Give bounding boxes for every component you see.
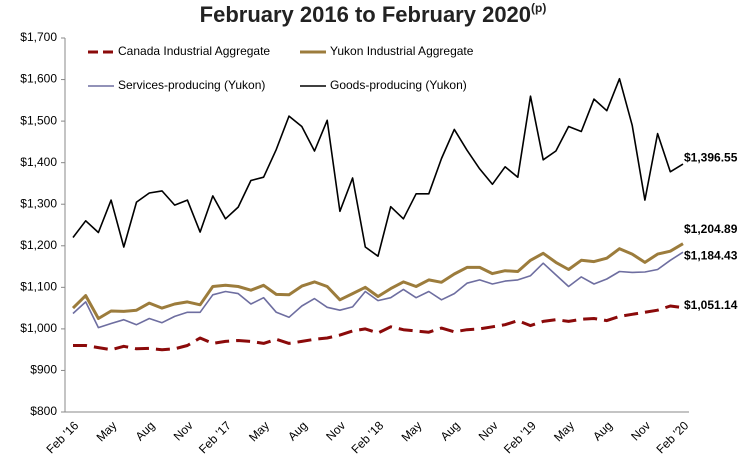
x-tick-label: Feb '17 (196, 418, 234, 456)
legend-label: Canada Industrial Aggregate (118, 44, 270, 58)
x-tick-label: May (246, 418, 272, 444)
x-tick-label: Nov (323, 418, 348, 443)
legend-label: Goods-producing (Yukon) (330, 78, 467, 92)
x-tick-label: Feb '19 (501, 418, 539, 456)
series-line (71, 242, 684, 320)
x-tick-label: May (399, 418, 425, 444)
legend-label: Yukon Industrial Aggregate (330, 44, 474, 58)
y-tick-label: $1,000 (20, 321, 57, 335)
y-tick-label: $1,300 (20, 196, 57, 210)
x-tick-label: Nov (628, 418, 653, 443)
y-tick-label: $800 (30, 404, 57, 418)
x-tick-label: May (94, 418, 120, 444)
title-superscript: (p) (531, 1, 546, 15)
end-label: $1,204.89 (684, 222, 738, 236)
chart-title: February 2016 to February 2020(p) (200, 1, 547, 27)
y-tick-label: $900 (30, 363, 57, 377)
x-tick-label: Aug (438, 418, 463, 443)
y-tick-label: $1,200 (20, 238, 57, 252)
x-tick-label: May (551, 418, 577, 444)
y-tick-label: $1,700 (20, 30, 57, 44)
x-tick-label: Aug (133, 418, 158, 443)
series-line (72, 77, 684, 257)
x-tick-label: Aug (285, 418, 310, 443)
y-tick-label: $1,400 (20, 155, 57, 169)
end-label: $1,184.43 (684, 248, 738, 262)
x-tick-label: Feb '18 (348, 418, 386, 456)
series-line (73, 304, 684, 352)
y-tick-label: $1,100 (20, 280, 57, 294)
y-tick-label: $1,600 (20, 72, 57, 86)
legend-label: Services-producing (Yukon) (118, 78, 265, 92)
x-tick-label: Feb '16 (43, 418, 81, 456)
series-line (72, 251, 684, 329)
end-label: $1,396.55 (684, 150, 738, 164)
x-tick-label: Feb '20 (653, 418, 691, 456)
x-tick-label: Aug (590, 418, 615, 443)
x-tick-label: Nov (171, 418, 196, 443)
x-tick-label: Nov (476, 418, 501, 443)
end-label: $1,051.14 (684, 298, 738, 312)
title-main: February 2016 to February 2020 (200, 2, 531, 27)
y-tick-label: $1,500 (20, 113, 57, 127)
